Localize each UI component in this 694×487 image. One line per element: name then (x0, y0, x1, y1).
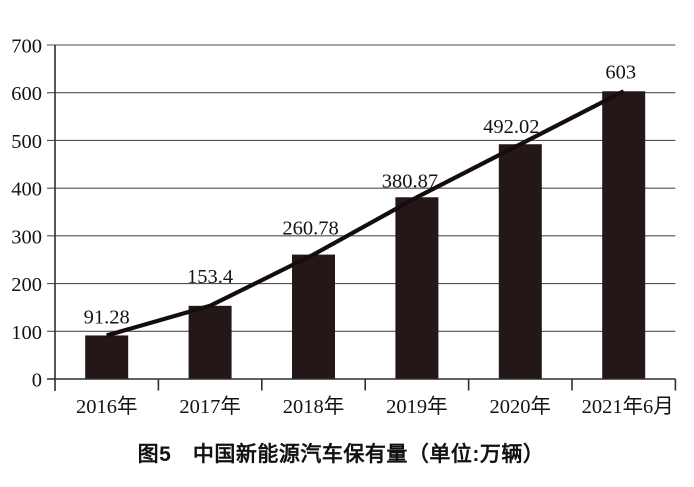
y-axis-label: 400 (11, 179, 42, 201)
bar (85, 335, 129, 379)
bar (602, 91, 646, 379)
value-label: 91.28 (84, 306, 130, 328)
x-axis-label: 2017年 (179, 395, 241, 418)
value-label: 603 (605, 61, 636, 83)
x-axis-label: 2016年 (76, 395, 138, 418)
trend-line (106, 89, 625, 338)
x-axis-label: 2019年 (386, 395, 448, 418)
bar (498, 144, 542, 379)
bar (395, 197, 439, 379)
y-axis-label: 600 (11, 83, 42, 105)
value-label: 492.02 (483, 116, 539, 138)
bar-line-chart: 700 600 500 400 300 200 100 0 91.28 153.4 260.78 38… (11, 36, 677, 418)
y-axis-label: 200 (11, 274, 42, 296)
x-axis-label: 2020年 (490, 395, 552, 418)
value-label: 380.87 (382, 170, 438, 192)
y-axis-label: 100 (11, 322, 42, 344)
bar (292, 254, 335, 379)
y-axis-label: 300 (11, 226, 42, 248)
bar (188, 305, 232, 379)
value-label: 260.78 (282, 218, 338, 240)
y-axis-label: 500 (11, 131, 42, 153)
y-axis-label: 700 (11, 36, 42, 58)
x-axis-label: 2021年6月 (582, 395, 674, 418)
x-axis-label: 2018年 (283, 395, 345, 418)
y-axis-label: 0 (32, 370, 42, 392)
figure-caption: 图5 中国新能源汽车保有量（单位:万辆） (137, 443, 545, 466)
value-label: 153.4 (187, 266, 233, 288)
